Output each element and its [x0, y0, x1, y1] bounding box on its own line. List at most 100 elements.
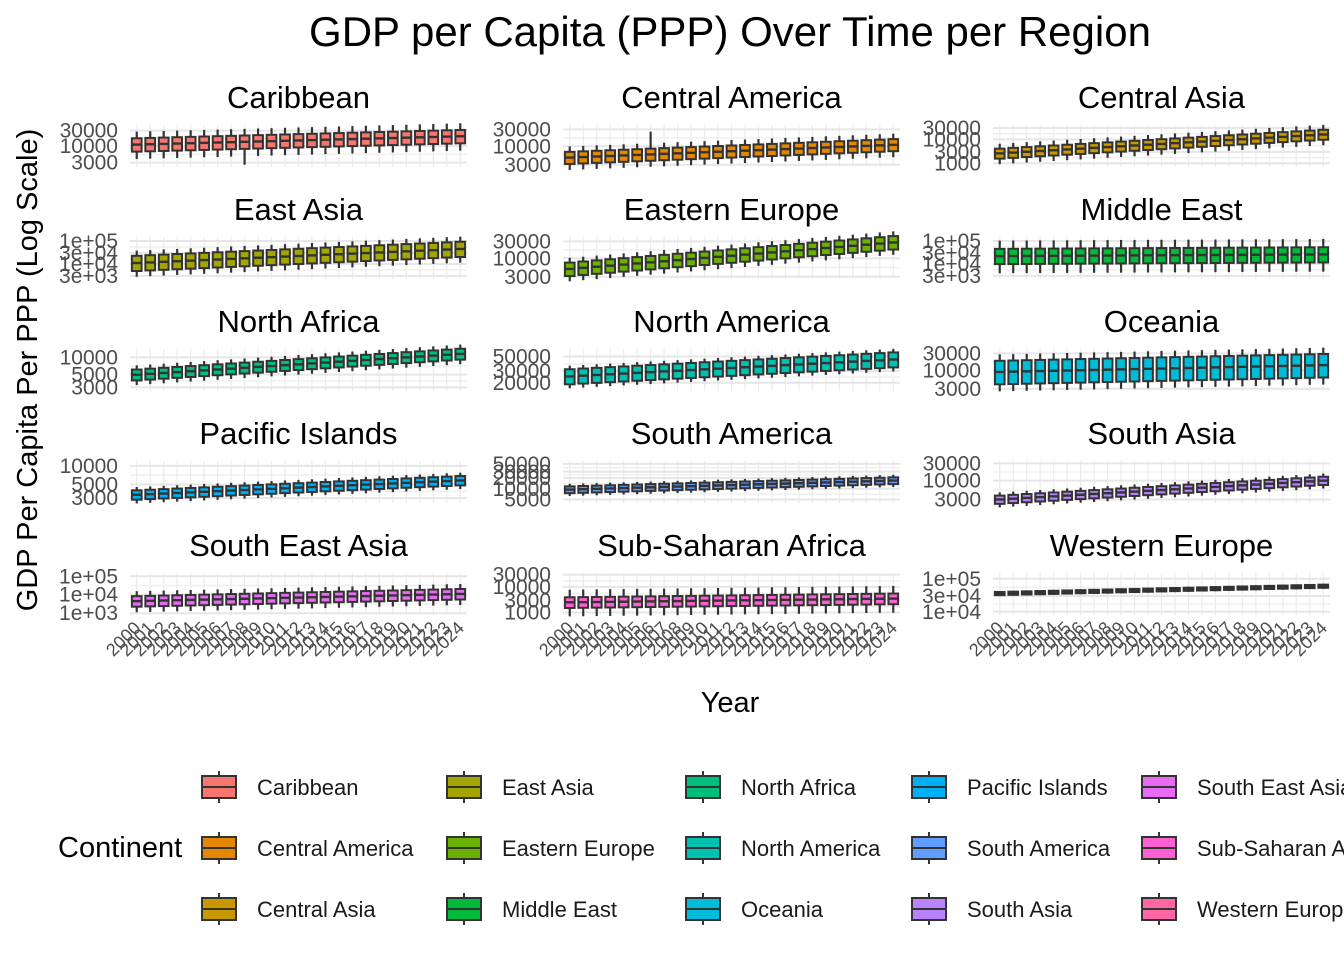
boxplot-box: [427, 346, 440, 366]
boxplot-box: [171, 248, 184, 275]
boxplot-box: [1020, 590, 1033, 596]
boxplot-box: [1209, 349, 1222, 387]
legend-item: Eastern Europe: [445, 831, 655, 865]
boxplot-box: [1034, 590, 1047, 596]
boxplot-box: [1290, 475, 1303, 491]
boxplot-box: [685, 359, 697, 382]
boxplot-box: [211, 589, 224, 611]
y-tick-label: 30000: [493, 230, 551, 253]
boxplot-box: [658, 250, 670, 274]
legend: Continent Caribbean Central America Centra…: [58, 770, 1344, 926]
boxplot-box: [860, 233, 873, 258]
boxplot-box: [993, 590, 1006, 597]
boxplot-box: [631, 143, 643, 168]
boxplot-box: [712, 245, 724, 270]
boxplot-box: [252, 588, 264, 610]
y-tick-label: 3000: [934, 141, 981, 164]
facet-strip-label: Middle East: [1081, 192, 1243, 227]
boxplot-box: [604, 144, 617, 169]
y-tick-label: 10000: [923, 128, 981, 151]
boxplot-box: [860, 586, 873, 613]
boxplot-box: [306, 587, 318, 609]
boxplot-box: [1007, 590, 1020, 596]
boxplot-box: [387, 475, 399, 493]
boxplot-box: [846, 135, 859, 159]
boxplot-box: [130, 131, 143, 160]
boxplot-box: [820, 236, 832, 261]
boxplot-box: [563, 365, 576, 389]
boxplot-box: [211, 483, 224, 500]
legend-label: Eastern Europe: [502, 836, 655, 861]
boxplot-box: [1155, 482, 1168, 499]
boxplot-box: [427, 237, 440, 264]
boxplot-box: [225, 589, 237, 611]
boxplot-box: [333, 352, 345, 373]
boxplot-box: [1223, 130, 1235, 151]
boxplot-box: [887, 133, 900, 158]
boxplot-box: [1034, 240, 1047, 274]
boxplot-box: [671, 480, 684, 494]
y-tick-label: 30000: [493, 564, 551, 587]
boxplot-box: [252, 357, 264, 378]
boxplot-box: [292, 354, 305, 375]
boxplot-box: [712, 587, 724, 615]
boxplot-box: [1317, 347, 1330, 385]
boxplot-box: [1250, 239, 1262, 272]
boxplot-box: [346, 477, 359, 494]
boxplot-box: [725, 587, 738, 615]
y-tick-label: 30000: [60, 120, 118, 143]
boxplot-box: [1007, 354, 1020, 392]
boxplot-box: [1182, 586, 1195, 592]
legend-item: Oceania: [684, 892, 824, 926]
boxplot-box: [1250, 477, 1262, 493]
boxplot-box: [400, 124, 413, 153]
boxplot-box: [211, 360, 224, 380]
boxplot-box: [306, 354, 318, 374]
boxplot-box: [1196, 131, 1208, 153]
boxplot-box: [1276, 584, 1289, 590]
boxplot-box: [779, 137, 792, 162]
boxplot-box: [427, 473, 440, 491]
boxplot-box: [577, 483, 590, 496]
boxplot-box: [279, 355, 291, 376]
boxplot-box: [387, 125, 399, 153]
facet-strip-label: Pacific Islands: [199, 416, 397, 451]
boxplot-box: [1182, 481, 1195, 497]
boxplot-box: [1088, 352, 1100, 390]
boxplot-box: [252, 128, 264, 156]
boxplot-box: [1182, 350, 1195, 388]
boxplot-box: [1074, 589, 1087, 595]
boxplot-box: [806, 136, 819, 161]
boxplot-box: [440, 345, 453, 366]
boxplot-box: [387, 239, 399, 266]
boxplot-box: [779, 354, 792, 378]
boxplot-box: [604, 589, 617, 616]
boxplot-box: [1317, 238, 1330, 272]
y-tick-label: 3000: [934, 378, 981, 401]
boxplot-box: [157, 130, 170, 159]
y-tick-label: 1e+04: [59, 253, 118, 276]
legend-item: Caribbean: [200, 770, 359, 804]
boxplot-box: [265, 588, 278, 610]
boxplot-box: [1236, 585, 1249, 591]
boxplot-box: [279, 587, 291, 609]
boxplot-box: [157, 363, 170, 384]
boxplot-box: [846, 234, 859, 259]
legend-label: Central America: [257, 836, 414, 861]
y-tick-label: 3000: [934, 489, 981, 512]
boxplot-box: [644, 588, 657, 616]
boxplot-box: [400, 475, 413, 492]
legend-item: Middle East: [445, 892, 617, 926]
boxplot-box: [1074, 138, 1087, 160]
boxplot-box: [292, 479, 305, 497]
y-tick-label: 10000: [60, 346, 118, 369]
boxplot-box: [1223, 239, 1235, 273]
boxplot-box: [1020, 353, 1033, 391]
boxplot-box: [779, 587, 792, 614]
boxplot-box: [1236, 129, 1249, 150]
y-tick-label: 3000: [71, 376, 118, 399]
